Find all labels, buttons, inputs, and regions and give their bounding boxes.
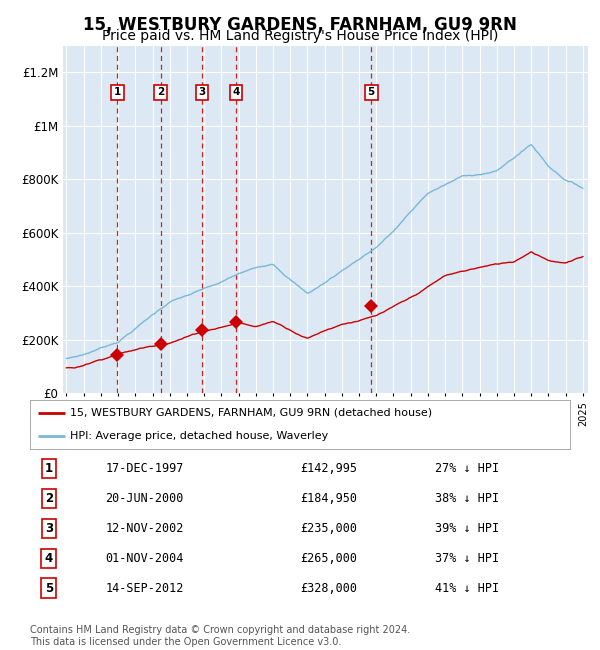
Text: 41% ↓ HPI: 41% ↓ HPI	[435, 582, 499, 595]
Text: 20-JUN-2000: 20-JUN-2000	[106, 492, 184, 505]
Text: 3: 3	[45, 522, 53, 535]
Text: Contains HM Land Registry data © Crown copyright and database right 2024.
This d: Contains HM Land Registry data © Crown c…	[30, 625, 410, 647]
Text: 3: 3	[198, 88, 206, 97]
Text: 5: 5	[45, 582, 53, 595]
Text: 37% ↓ HPI: 37% ↓ HPI	[435, 552, 499, 565]
Text: 4: 4	[232, 88, 239, 97]
Text: HPI: Average price, detached house, Waverley: HPI: Average price, detached house, Wave…	[71, 432, 329, 441]
Text: 39% ↓ HPI: 39% ↓ HPI	[435, 522, 499, 535]
Text: £142,995: £142,995	[300, 462, 357, 475]
Text: 2: 2	[157, 88, 164, 97]
Text: 1: 1	[114, 88, 121, 97]
Text: 38% ↓ HPI: 38% ↓ HPI	[435, 492, 499, 505]
Text: 2: 2	[45, 492, 53, 505]
Text: £184,950: £184,950	[300, 492, 357, 505]
Text: £265,000: £265,000	[300, 552, 357, 565]
Text: 5: 5	[368, 88, 375, 97]
Text: 15, WESTBURY GARDENS, FARNHAM, GU9 9RN: 15, WESTBURY GARDENS, FARNHAM, GU9 9RN	[83, 16, 517, 34]
Text: 4: 4	[45, 552, 53, 565]
Text: 12-NOV-2002: 12-NOV-2002	[106, 522, 184, 535]
Text: Price paid vs. HM Land Registry's House Price Index (HPI): Price paid vs. HM Land Registry's House …	[102, 29, 498, 44]
Text: 15, WESTBURY GARDENS, FARNHAM, GU9 9RN (detached house): 15, WESTBURY GARDENS, FARNHAM, GU9 9RN (…	[71, 408, 433, 418]
Text: 14-SEP-2012: 14-SEP-2012	[106, 582, 184, 595]
Text: £235,000: £235,000	[300, 522, 357, 535]
Text: 17-DEC-1997: 17-DEC-1997	[106, 462, 184, 475]
Text: 27% ↓ HPI: 27% ↓ HPI	[435, 462, 499, 475]
Text: £328,000: £328,000	[300, 582, 357, 595]
Text: 01-NOV-2004: 01-NOV-2004	[106, 552, 184, 565]
Text: 1: 1	[45, 462, 53, 475]
